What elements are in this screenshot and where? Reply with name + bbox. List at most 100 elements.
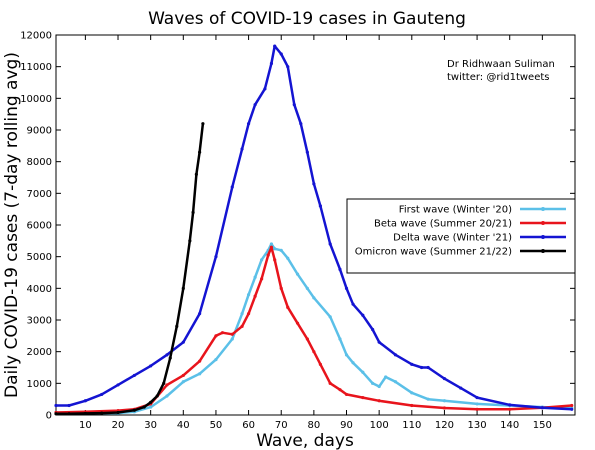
x-tick-label: 40 bbox=[177, 420, 190, 431]
data-point bbox=[286, 256, 290, 260]
data-point bbox=[220, 331, 225, 335]
legend-marker bbox=[541, 221, 545, 225]
data-point bbox=[162, 381, 166, 385]
data-point bbox=[338, 388, 342, 392]
y-tick-label: 11000 bbox=[20, 62, 52, 73]
data-point bbox=[344, 353, 349, 357]
data-point bbox=[371, 381, 375, 385]
y-tick-label: 9000 bbox=[27, 126, 52, 137]
data-point bbox=[361, 313, 365, 317]
x-tick-label: 50 bbox=[210, 420, 223, 431]
data-point bbox=[100, 411, 104, 415]
data-point bbox=[312, 296, 316, 300]
data-point bbox=[351, 302, 355, 306]
data-point bbox=[165, 383, 169, 387]
data-point bbox=[214, 255, 218, 259]
data-point bbox=[475, 395, 479, 400]
data-point bbox=[570, 407, 574, 411]
data-point bbox=[181, 340, 185, 344]
y-tick-label: 2000 bbox=[27, 347, 52, 358]
data-point bbox=[116, 383, 120, 387]
data-point bbox=[191, 210, 195, 214]
data-point bbox=[269, 61, 274, 66]
data-point bbox=[230, 337, 234, 341]
data-point bbox=[475, 407, 479, 411]
data-point bbox=[230, 185, 234, 189]
data-point bbox=[269, 242, 274, 246]
data-point bbox=[149, 364, 153, 368]
data-point bbox=[198, 150, 202, 154]
data-point bbox=[155, 394, 159, 398]
data-point bbox=[508, 403, 512, 407]
data-point bbox=[312, 182, 316, 186]
x-tick-label: 150 bbox=[533, 420, 552, 431]
data-point bbox=[116, 410, 120, 415]
data-point bbox=[214, 334, 218, 338]
data-point bbox=[100, 392, 104, 397]
y-tick-label: 1000 bbox=[27, 379, 52, 390]
data-point bbox=[318, 362, 322, 366]
x-tick-label: 120 bbox=[435, 420, 454, 431]
data-point bbox=[83, 399, 87, 403]
data-point bbox=[393, 353, 398, 357]
data-point bbox=[67, 403, 71, 408]
series-line-3 bbox=[56, 123, 205, 415]
data-point bbox=[361, 370, 365, 374]
data-point bbox=[540, 406, 544, 410]
data-point bbox=[377, 399, 381, 403]
y-tick-label: 4000 bbox=[27, 284, 52, 295]
y-tick-label: 8000 bbox=[27, 157, 52, 168]
data-point bbox=[377, 340, 381, 344]
data-point bbox=[273, 44, 277, 48]
data-point bbox=[181, 286, 185, 290]
data-point bbox=[165, 394, 169, 398]
data-point bbox=[67, 412, 71, 416]
data-point bbox=[240, 324, 244, 328]
x-tick-label: 20 bbox=[112, 420, 125, 431]
data-point bbox=[338, 267, 342, 271]
legend-marker bbox=[541, 235, 545, 239]
data-point bbox=[253, 275, 257, 279]
data-point bbox=[230, 332, 234, 336]
data-point bbox=[198, 372, 202, 376]
x-tick-label: 140 bbox=[500, 420, 519, 431]
data-point bbox=[442, 399, 447, 403]
data-point bbox=[246, 312, 251, 316]
data-point bbox=[570, 403, 574, 408]
data-point bbox=[328, 315, 332, 319]
data-point bbox=[279, 286, 283, 290]
data-point bbox=[165, 353, 169, 357]
legend-label: Delta wave (Winter '21) bbox=[393, 233, 512, 244]
data-point bbox=[54, 412, 58, 416]
x-tick-label: 90 bbox=[340, 420, 353, 431]
x-axis-label: Wave, days bbox=[256, 431, 354, 450]
data-point bbox=[292, 103, 296, 107]
data-point bbox=[149, 400, 153, 404]
data-point bbox=[328, 381, 332, 385]
data-point bbox=[132, 373, 136, 378]
y-tick-label: 6000 bbox=[27, 221, 52, 232]
legend-marker bbox=[541, 207, 545, 211]
data-point bbox=[410, 403, 414, 408]
data-point bbox=[312, 350, 316, 354]
data-point bbox=[299, 122, 303, 126]
data-point bbox=[459, 386, 463, 390]
data-point bbox=[54, 403, 58, 408]
data-point bbox=[305, 337, 309, 341]
y-axis-label: Daily COVID-19 cases (7-day rolling avg) bbox=[2, 52, 22, 398]
data-point bbox=[305, 150, 309, 154]
x-tick-label: 100 bbox=[370, 420, 389, 431]
data-point bbox=[361, 395, 365, 400]
data-point bbox=[426, 365, 430, 370]
legend-marker bbox=[541, 249, 545, 253]
data-point bbox=[318, 204, 322, 208]
data-point bbox=[328, 242, 332, 246]
author-label: Dr Ridhwaan Suliman bbox=[447, 59, 555, 70]
data-point bbox=[246, 293, 251, 297]
data-point bbox=[286, 305, 290, 309]
data-point bbox=[344, 392, 349, 397]
data-point bbox=[175, 324, 179, 328]
x-tick-label: 60 bbox=[242, 420, 255, 431]
x-tick-label: 30 bbox=[144, 420, 157, 431]
